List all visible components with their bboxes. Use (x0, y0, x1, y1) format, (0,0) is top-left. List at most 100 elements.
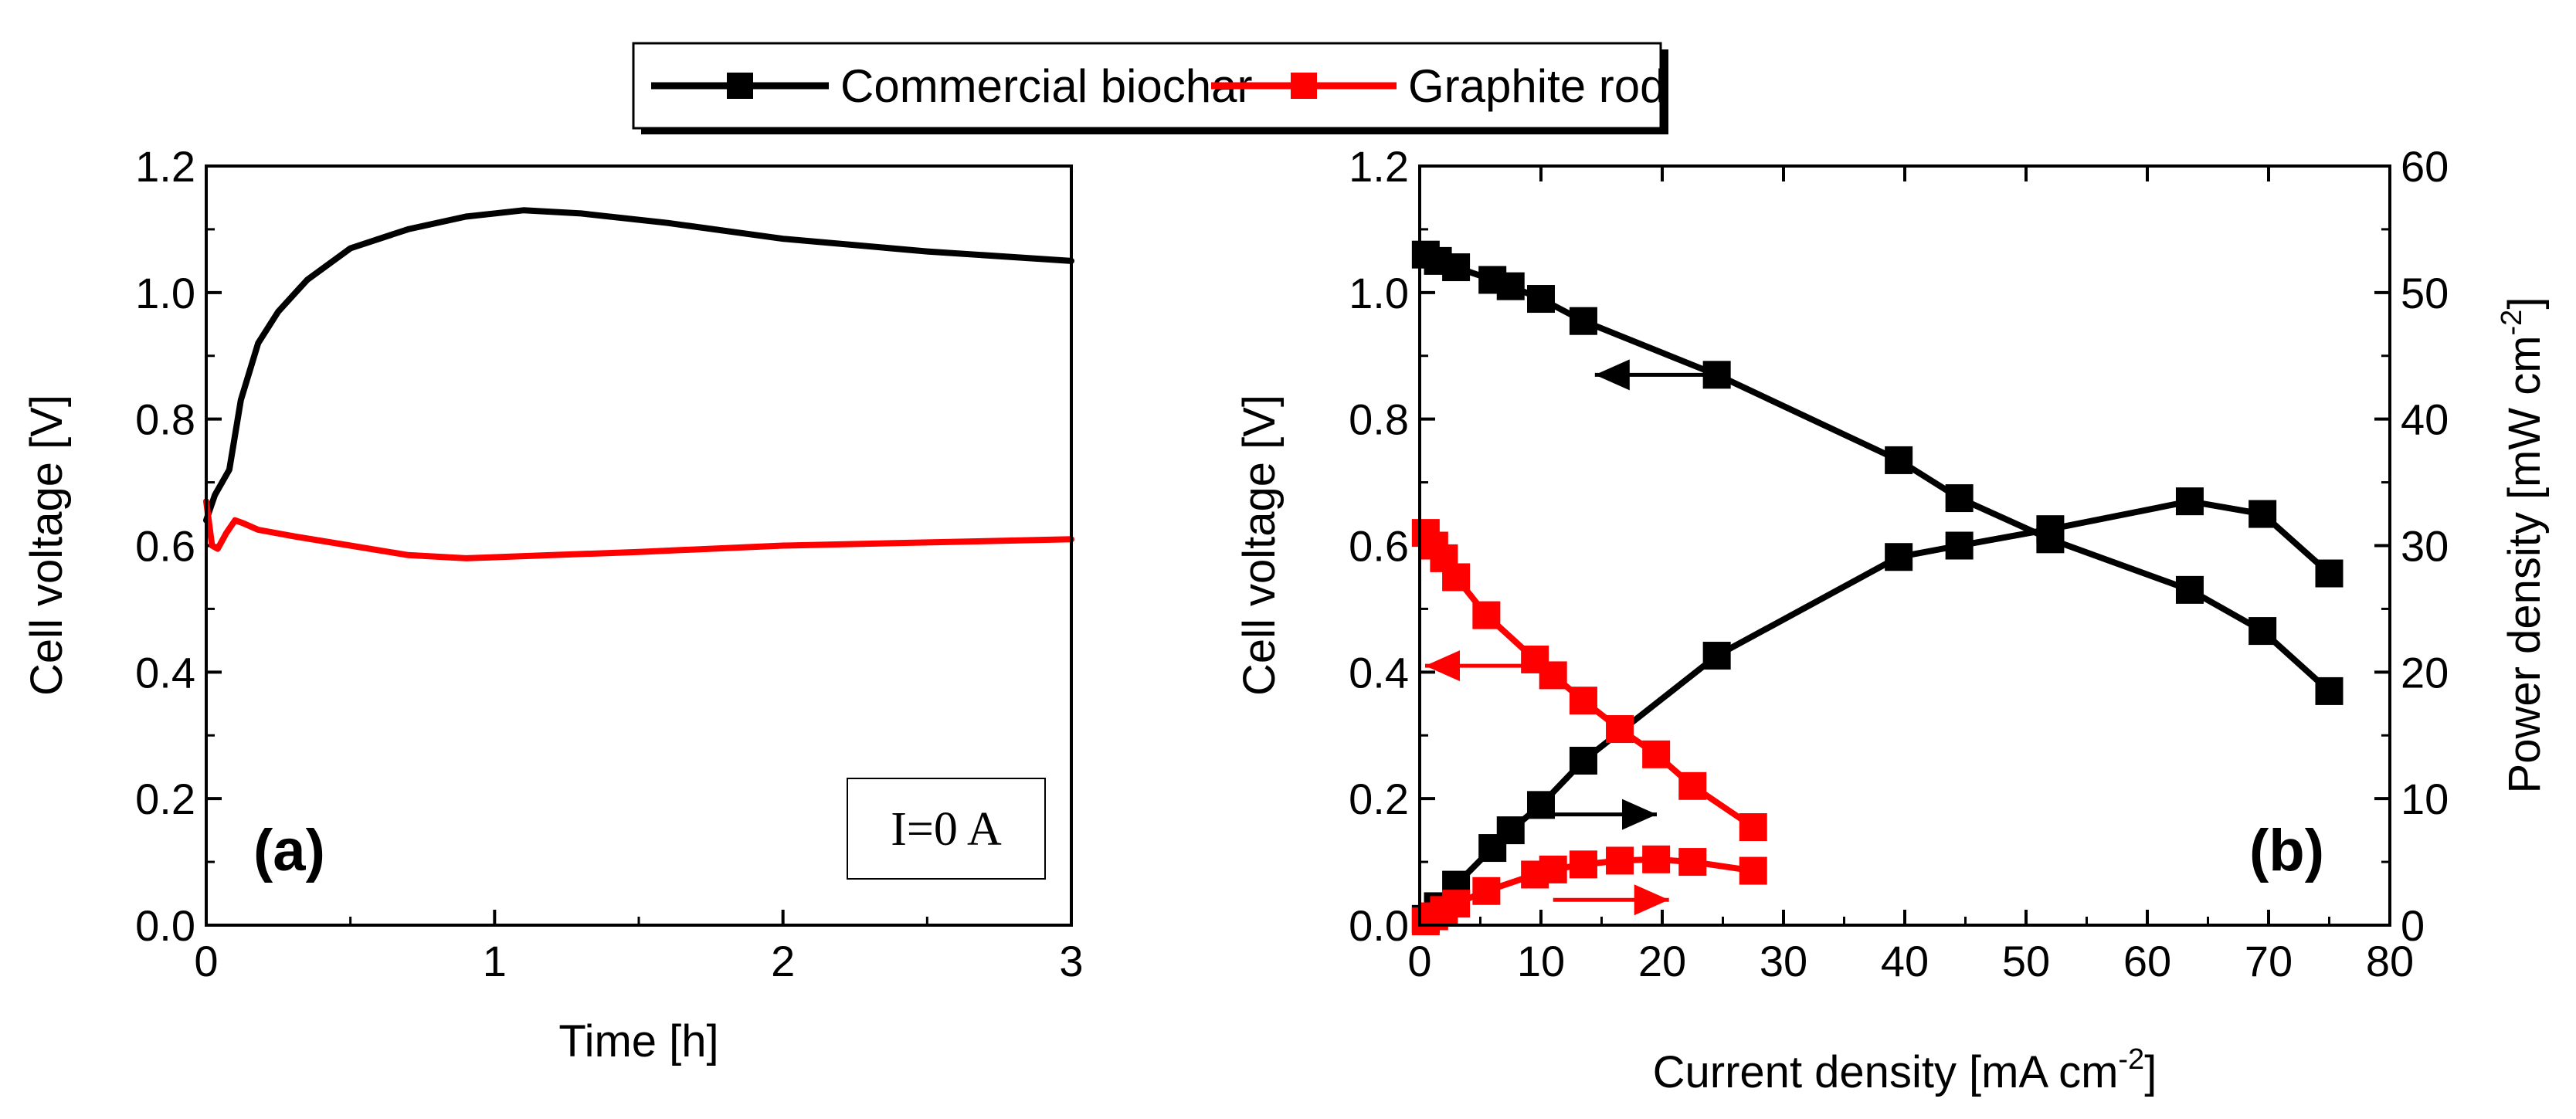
data-point-commercial-biochar-voltage (1885, 446, 1913, 474)
panel-b-tag: (b) (2249, 818, 2324, 883)
x-tick-label: 2 (771, 937, 795, 985)
y-tick-label: 1.0 (135, 269, 195, 317)
y-tick-label: 1.2 (1349, 142, 1409, 191)
y-tick-label: 0.0 (1349, 901, 1409, 950)
panel-a-x-axis: 0 1 2 3 (194, 910, 1084, 985)
data-point-graphite-rod-power (1472, 877, 1501, 905)
series-line-commercial-biochar (203, 207, 1074, 524)
legend-label-commercial-biochar: Commercial biochar (840, 60, 1253, 112)
panel-b-y2-label-main: Power density [mW cm (2500, 335, 2550, 793)
x-tick-label: 70 (2245, 937, 2293, 985)
x-tick-label: 3 (1059, 937, 1083, 985)
y-tick-label: 0.8 (1349, 395, 1409, 444)
annotation-current: I=0 A (891, 803, 1002, 856)
panel-a-x-label: Time [h] (558, 1016, 718, 1066)
data-point-commercial-biochar-voltage (1527, 285, 1555, 314)
y2-tick-label: 30 (2401, 522, 2449, 571)
data-point-commercial-biochar-voltage (1442, 253, 1471, 282)
panel-b-x-axis: 0 10 20 30 40 50 60 70 80 (1407, 166, 2414, 985)
panel-a-frame (205, 164, 1073, 927)
panel-b-y2-label: Power density [mW cm-2] (2496, 297, 2550, 794)
y-tick-label: 0.2 (1349, 775, 1409, 823)
y-tick-label: 0.2 (135, 775, 195, 823)
data-point-commercial-biochar-power (2315, 559, 2344, 588)
data-point-commercial-biochar-power (1945, 531, 1974, 560)
data-point-graphite-rod-power (1642, 845, 1671, 873)
panel-a-y-axis: 0.0 0.2 0.4 0.6 0.8 1.0 1.2 (135, 142, 222, 950)
data-point-graphite-rod-voltage (1678, 771, 1707, 800)
data-point-commercial-biochar-voltage (2175, 575, 2204, 604)
panel-a-series (203, 207, 1074, 561)
legend-label-graphite-rod: Graphite rod (1408, 60, 1666, 112)
panel-a: 0 1 2 3 0.0 0.2 0.4 0.6 0.8 1.0 1.2 I=0 A (a) Tim… (22, 142, 1084, 1066)
x-tick-label: 80 (2366, 937, 2414, 985)
data-point-commercial-biochar-power (2175, 487, 2204, 516)
data-point-commercial-biochar-power (1496, 816, 1525, 845)
y2-tick-label: 50 (2401, 269, 2449, 317)
data-point-commercial-biochar-power (2036, 515, 2065, 544)
y-tick-label: 0.4 (1349, 648, 1409, 697)
y2-tick-label: 60 (2401, 142, 2449, 191)
data-point-commercial-biochar-voltage (1945, 484, 1974, 513)
panel-b-y2-label-sup: -2 (2496, 310, 2528, 336)
panel-a-y-label: Cell voltage [V] (22, 395, 72, 696)
data-point-graphite-rod-voltage (1472, 601, 1501, 629)
y-tick-label: 1.0 (1349, 269, 1409, 317)
panel-b: 0 10 20 30 40 50 60 70 80 0.00.20.40.60.81.01.2 … (1234, 142, 2550, 1097)
y-tick-label: 0.6 (135, 522, 195, 571)
x-tick-label: 10 (1517, 937, 1565, 985)
y2-tick-label: 20 (2401, 648, 2449, 697)
data-point-graphite-rod-voltage (1539, 661, 1567, 690)
data-point-graphite-rod-voltage (1569, 687, 1597, 715)
series-line-graphite-rod (203, 498, 1074, 561)
x-tick-label: 30 (1760, 937, 1807, 985)
y-tick-label: 0.4 (135, 648, 195, 697)
panel-b-left-y-axis: 0.0 0.2 0.4 0.6 0.8 1.0 1.2 (1349, 142, 1435, 950)
y-tick-label: 1.2 (135, 142, 195, 191)
y-tick-label: 0.0 (135, 901, 195, 950)
data-point-commercial-biochar-power (1569, 747, 1597, 775)
panel-b-y2-label-end: ] (2500, 297, 2550, 310)
x-tick-label: 50 (2002, 937, 2050, 985)
data-point-commercial-biochar-voltage (1496, 272, 1525, 300)
y2-tick-label: 40 (2401, 395, 2449, 444)
panel-b-x-label-main: Current density [mA cm (1653, 1047, 2119, 1097)
y-tick-label: 0.8 (135, 395, 195, 444)
data-point-graphite-rod-voltage (1606, 715, 1634, 744)
x-tick-label: 0 (194, 937, 218, 985)
data-point-graphite-rod-voltage (1642, 740, 1671, 768)
panel-b-frame (1418, 164, 2391, 927)
data-point-commercial-biochar-voltage (1569, 307, 1597, 335)
panel-b-x-label-end: ] (2144, 1047, 2157, 1097)
data-point-graphite-rod-power (1606, 846, 1634, 875)
data-point-commercial-biochar-power (2248, 500, 2277, 528)
data-point-graphite-rod-power (1539, 855, 1567, 883)
data-point-commercial-biochar-voltage (2315, 676, 2344, 705)
data-point-graphite-rod-voltage (1442, 563, 1471, 592)
x-tick-label: 1 (483, 937, 507, 985)
data-point-commercial-biochar-power (1702, 642, 1731, 670)
y2-tick-label: 10 (2401, 775, 2449, 823)
x-tick-label: 20 (1638, 937, 1686, 985)
data-point-graphite-rod-voltage (1739, 813, 1767, 842)
x-tick-label: 0 (1407, 937, 1431, 985)
panel-b-x-label-sup: -2 (2118, 1043, 2144, 1076)
series-line-commercial-biochar-voltage (1424, 252, 2332, 693)
data-point-graphite-rod-power (1569, 850, 1597, 879)
panel-b-right-y-axis: 0 10 20 30 40 50 60 (2374, 142, 2449, 950)
y2-tick-label: 0 (2401, 901, 2425, 950)
legend-marker-graphite-rod (1291, 73, 1317, 99)
panel-b-x-label: Current density [mA cm-2] (1653, 1043, 2157, 1097)
legend-marker-commercial-biochar (727, 73, 753, 99)
legend: Commercial biochar Graphite rod (632, 42, 1668, 134)
data-point-commercial-biochar-voltage (2248, 617, 2277, 646)
x-tick-label: 60 (2123, 937, 2171, 985)
panel-a-tag: (a) (253, 818, 325, 883)
x-tick-label: 40 (1881, 937, 1929, 985)
data-point-graphite-rod-power (1678, 848, 1707, 877)
y-tick-label: 0.6 (1349, 522, 1409, 571)
panel-b-y-label: Cell voltage [V] (1234, 395, 1285, 696)
panel-b-series (1411, 240, 2344, 936)
data-point-graphite-rod-power (1442, 890, 1471, 918)
